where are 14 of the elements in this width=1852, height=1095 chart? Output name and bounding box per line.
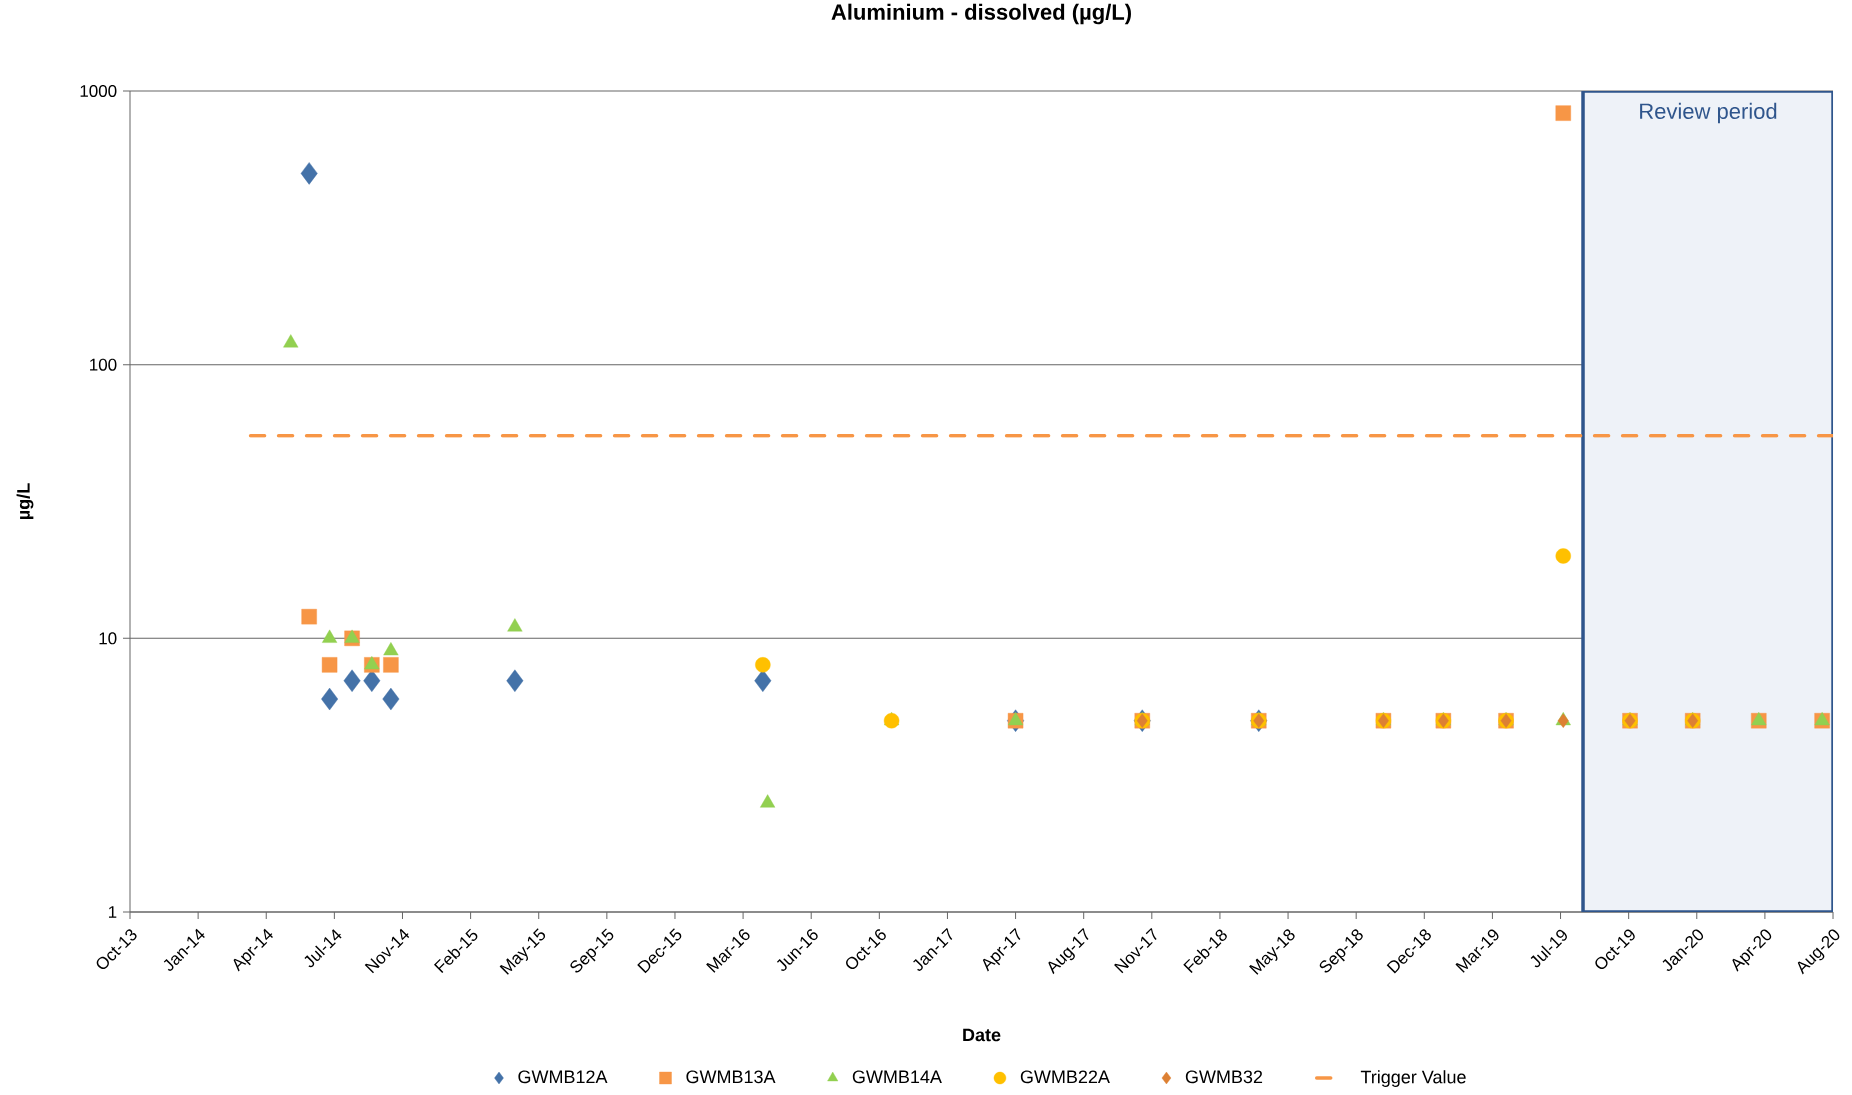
- legend-label: GWMB13A: [686, 1070, 776, 1084]
- legend-label: GWMB22A: [1020, 1070, 1110, 1084]
- y-tick-label: 1: [108, 906, 117, 918]
- y-axis-title: µg/L: [16, 483, 34, 519]
- legend-label: Trigger Value: [1360, 1070, 1466, 1087]
- legend-label: GWMB14A: [852, 1070, 942, 1084]
- y-tick-label: 1000: [80, 84, 117, 98]
- x-axis-title: Date: [963, 1028, 1001, 1042]
- chart-title: Aluminium - dissolved (µg/L): [831, 3, 1131, 25]
- y-tick-label: 10: [99, 632, 117, 645]
- band-label: Review period: [1640, 102, 1777, 124]
- legend-label: GWMB32: [1185, 1070, 1263, 1084]
- y-tick-label: 100: [90, 358, 117, 371]
- legend-label: GWMB12A: [518, 1070, 608, 1084]
